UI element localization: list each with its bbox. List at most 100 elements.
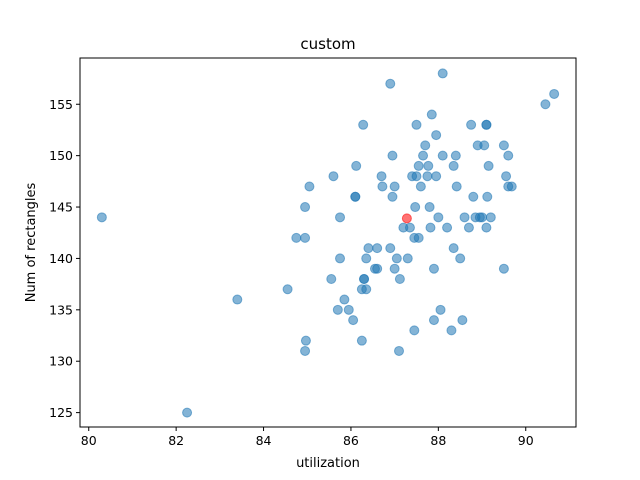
data-point	[423, 160, 434, 171]
y-tick-label: 150	[49, 148, 73, 163]
data-point	[389, 181, 400, 192]
chart-title: custom	[300, 35, 355, 53]
data-point	[358, 119, 369, 130]
data-point	[503, 150, 514, 161]
data-point	[361, 253, 372, 264]
x-tick-label: 84	[256, 433, 272, 448]
data-point	[466, 119, 477, 130]
data-point	[448, 160, 459, 171]
data-point	[498, 263, 509, 274]
data-point	[350, 191, 361, 202]
data-point	[291, 232, 302, 243]
data-point	[300, 345, 311, 356]
data-point	[339, 294, 350, 305]
data-point	[387, 150, 398, 161]
y-tick-label: 145	[49, 200, 73, 215]
data-point	[363, 243, 374, 254]
data-point	[424, 202, 435, 213]
data-point	[304, 181, 315, 192]
data-point	[431, 171, 442, 182]
data-point	[437, 68, 448, 79]
data-point	[356, 335, 367, 346]
data-point	[468, 191, 479, 202]
data-point	[300, 232, 311, 243]
data-point	[415, 181, 426, 192]
data-point	[391, 253, 402, 264]
data-point	[282, 284, 293, 295]
data-point	[361, 284, 372, 295]
data-point	[96, 212, 107, 223]
data-point	[411, 119, 422, 130]
data-point	[410, 202, 421, 213]
data-point	[501, 171, 512, 182]
data-point	[328, 171, 339, 182]
data-point	[477, 212, 488, 223]
points-layer	[96, 68, 560, 418]
data-point	[413, 160, 424, 171]
data-point	[372, 263, 383, 274]
data-point	[549, 88, 560, 99]
data-point	[351, 160, 362, 171]
data-point	[394, 345, 405, 356]
data-point	[335, 212, 346, 223]
data-point	[389, 263, 400, 274]
data-point	[420, 140, 431, 151]
y-tick-label: 135	[49, 302, 73, 317]
data-point	[376, 171, 387, 182]
data-point	[232, 294, 243, 305]
data-point	[422, 171, 433, 182]
data-point	[481, 119, 492, 130]
data-point	[426, 109, 437, 120]
x-tick-label: 82	[168, 433, 184, 448]
data-point	[479, 140, 490, 151]
data-point	[332, 304, 343, 315]
data-point	[433, 212, 444, 223]
data-point	[506, 181, 517, 192]
data-point	[335, 253, 346, 264]
plot-frame	[79, 57, 577, 428]
data-point	[446, 325, 457, 336]
y-tick-label: 130	[49, 354, 73, 369]
highlight-point	[401, 213, 412, 224]
data-point	[385, 243, 396, 254]
data-point	[483, 160, 494, 171]
data-point	[326, 273, 337, 284]
x-tick-label: 86	[343, 433, 359, 448]
data-point	[372, 243, 383, 254]
data-point	[377, 181, 388, 192]
data-point	[359, 273, 370, 284]
data-point	[455, 253, 466, 264]
data-point	[425, 222, 436, 233]
data-point	[457, 315, 468, 326]
data-point	[404, 222, 415, 233]
data-point	[448, 243, 459, 254]
x-axis-label: utilization	[296, 456, 360, 471]
data-point	[428, 315, 439, 326]
y-tick-label: 140	[49, 251, 73, 266]
y-tick-label: 125	[49, 405, 73, 420]
x-tick-label: 80	[81, 433, 97, 448]
data-point	[485, 212, 496, 223]
data-point	[300, 202, 311, 213]
data-point	[482, 191, 493, 202]
data-point	[481, 222, 492, 233]
data-point	[450, 150, 461, 161]
data-point	[463, 222, 474, 233]
data-point	[343, 304, 354, 315]
data-point	[442, 222, 453, 233]
y-tick-label: 155	[49, 97, 73, 112]
data-point	[300, 335, 311, 346]
data-point	[182, 407, 193, 418]
data-point	[498, 140, 509, 151]
data-point	[402, 253, 413, 264]
data-point	[385, 78, 396, 89]
data-point	[459, 212, 470, 223]
data-point	[451, 181, 462, 192]
data-point	[348, 315, 359, 326]
data-point	[540, 99, 551, 110]
data-point	[435, 304, 446, 315]
y-axis-label: Num of rectangles	[24, 182, 39, 302]
data-point	[431, 130, 442, 141]
